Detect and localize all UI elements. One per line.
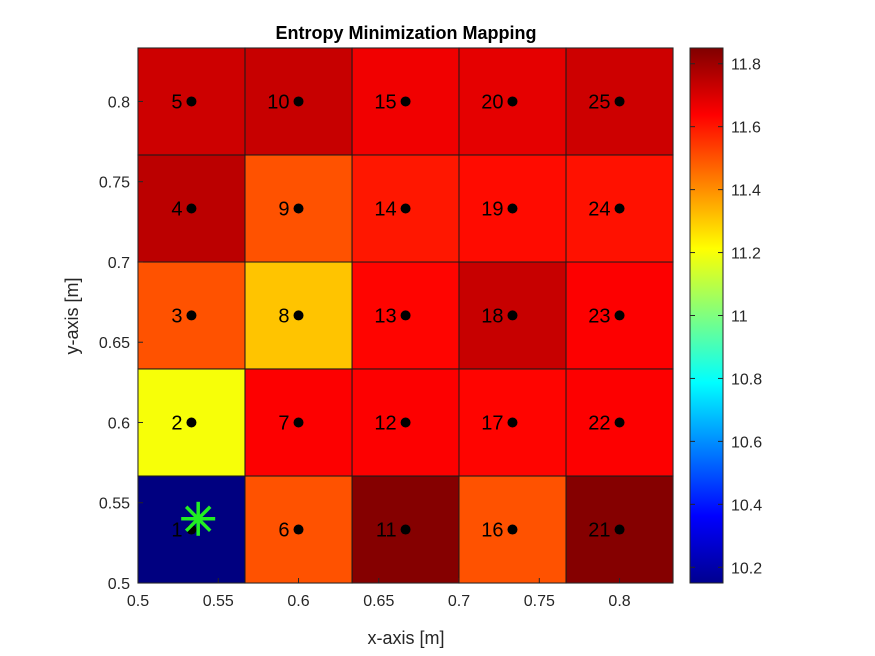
y-tick-label: 0.75 bbox=[99, 175, 130, 192]
grid-point bbox=[293, 417, 304, 428]
asterisk-marker-stroke bbox=[184, 505, 212, 533]
plot-area-border bbox=[137, 47, 674, 584]
y-tick-label: 0.8 bbox=[108, 94, 130, 111]
y-tick-label: 0.55 bbox=[99, 496, 130, 513]
grid-point bbox=[293, 96, 304, 107]
grid-point bbox=[507, 203, 518, 214]
cell-index-label: 11 bbox=[376, 520, 397, 542]
y-axis-label: y-axis [m] bbox=[62, 277, 82, 354]
cell-index-label: 18 bbox=[481, 305, 503, 327]
grid-point bbox=[400, 417, 411, 428]
x-tick-label: 0.7 bbox=[448, 593, 470, 610]
colorbar-tick-label: 10.6 bbox=[731, 434, 762, 451]
cell-index-label: 24 bbox=[588, 199, 610, 221]
colorbar-tick-label: 11.2 bbox=[731, 246, 761, 263]
grid-point bbox=[400, 96, 411, 107]
y-tick-label: 0.65 bbox=[99, 335, 130, 352]
y-axis-ticks: 0.5 0.55 0.6 0.65 0.7 0.75 0.8 bbox=[99, 94, 143, 593]
colorbar-tick-label: 10.8 bbox=[731, 371, 762, 388]
grid-point bbox=[507, 417, 518, 428]
grid-point bbox=[614, 417, 625, 428]
x-tick-label: 0.6 bbox=[287, 593, 309, 610]
cell-index-label: 16 bbox=[481, 520, 503, 542]
y-tick-label: 0.7 bbox=[108, 255, 130, 272]
x-axis-label: x-axis [m] bbox=[367, 628, 444, 648]
cell-index-label: 10 bbox=[267, 91, 289, 113]
x-tick-label: 0.8 bbox=[608, 593, 630, 610]
y-tick-label: 0.6 bbox=[108, 415, 130, 432]
start-marker bbox=[181, 501, 216, 536]
colorbar-tick-label: 11.6 bbox=[731, 120, 761, 137]
heatmap-cells bbox=[137, 47, 674, 584]
grid-point bbox=[507, 310, 518, 321]
x-tick-label: 0.75 bbox=[524, 593, 555, 610]
grid-point bbox=[507, 524, 518, 535]
chart-title: Entropy Minimization Mapping bbox=[276, 23, 537, 43]
x-tick-label: 0.55 bbox=[203, 593, 234, 610]
colorbar-tick-label: 10.2 bbox=[731, 560, 762, 577]
cell-index-label: 23 bbox=[588, 305, 610, 327]
grid-point bbox=[293, 203, 304, 214]
colorbar-tick-label: 11 bbox=[731, 309, 748, 326]
cell-index-label: 15 bbox=[374, 91, 396, 113]
x-tick-label: 0.5 bbox=[127, 593, 149, 610]
cell-index-label: 4 bbox=[171, 199, 182, 221]
cell-index-label: 7 bbox=[278, 412, 289, 434]
cell-index-label: 9 bbox=[278, 199, 289, 221]
cell-index-label: 1 bbox=[171, 520, 182, 542]
cell-index-label: 13 bbox=[374, 305, 396, 327]
grid-point bbox=[400, 310, 411, 321]
grid-point bbox=[400, 524, 411, 535]
cell-index-label: 14 bbox=[374, 199, 396, 221]
colorbar-ticks: 10.2 10.4 10.6 10.8 11 11.2 11.4 11.6 11.8 bbox=[690, 57, 762, 577]
grid-point bbox=[614, 310, 625, 321]
colorbar-tick-label: 11.8 bbox=[731, 57, 761, 74]
grid-point bbox=[186, 96, 197, 107]
cell-index-label: 20 bbox=[481, 91, 503, 113]
cell-index-label: 3 bbox=[171, 305, 182, 327]
y-tick-label: 0.5 bbox=[108, 576, 130, 593]
grid-points: 1234567891011121314151617181920212223242… bbox=[171, 91, 625, 542]
x-tick-label: 0.65 bbox=[363, 593, 394, 610]
grid-point bbox=[293, 310, 304, 321]
x-axis-ticks: 0.5 0.55 0.6 0.65 0.7 0.75 0.8 bbox=[127, 578, 631, 610]
grid-point bbox=[507, 96, 518, 107]
cell-index-label: 2 bbox=[171, 412, 182, 434]
colorbar-tick-label: 11.4 bbox=[731, 183, 761, 200]
cell-index-label: 5 bbox=[171, 91, 182, 113]
cell-index-label: 17 bbox=[481, 412, 503, 434]
grid-point bbox=[614, 524, 625, 535]
grid-point bbox=[400, 203, 411, 214]
cell-index-label: 6 bbox=[278, 520, 289, 542]
cell-index-label: 22 bbox=[588, 412, 610, 434]
cell-index-label: 25 bbox=[588, 91, 610, 113]
cell-index-label: 21 bbox=[588, 520, 610, 542]
grid-point bbox=[186, 203, 197, 214]
grid-point bbox=[614, 96, 625, 107]
cell-index-label: 8 bbox=[278, 305, 289, 327]
cell-index-label: 19 bbox=[481, 199, 503, 221]
grid-point bbox=[186, 417, 197, 428]
cell-index-label: 12 bbox=[374, 412, 396, 434]
grid-point bbox=[293, 524, 304, 535]
grid-point bbox=[614, 203, 625, 214]
colorbar-tick-label: 10.4 bbox=[731, 497, 762, 514]
grid-point bbox=[186, 310, 197, 321]
